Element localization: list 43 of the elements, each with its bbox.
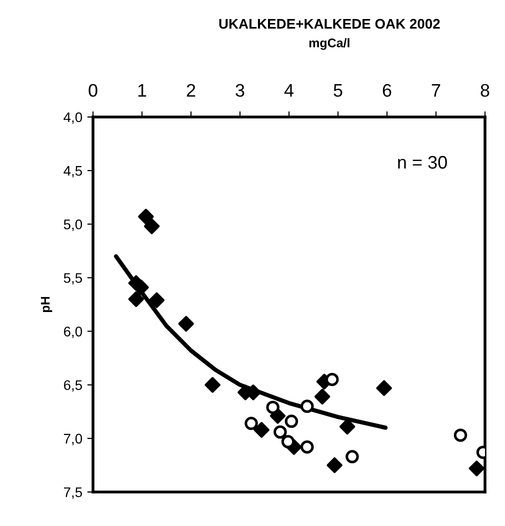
x-tick-label: 3 <box>236 84 244 97</box>
point <box>274 425 287 439</box>
point <box>314 388 330 404</box>
y-tick-label: 6,5 <box>64 380 82 392</box>
annotation: n = 30 <box>398 156 447 169</box>
x-tick-label: 6 <box>382 84 392 97</box>
x-tick-label: 2 <box>186 84 196 97</box>
point <box>346 450 359 464</box>
y-tick-label: 5,0 <box>64 219 82 231</box>
point <box>138 208 154 224</box>
point <box>454 428 468 442</box>
point <box>300 400 314 413</box>
point <box>144 218 160 234</box>
point <box>326 457 342 474</box>
chart-title: UKALKEDE+KALKEDE OAK 2002 <box>219 18 440 29</box>
x-tick-label: 1 <box>138 84 146 97</box>
y-tick-label: 4,0 <box>64 112 82 124</box>
y-axis-title: pH <box>40 297 52 312</box>
point <box>148 292 165 308</box>
point <box>376 380 392 396</box>
point <box>244 416 258 430</box>
point <box>178 316 194 332</box>
y-tick-label: 4,5 <box>64 166 82 178</box>
point <box>281 435 295 448</box>
x-tick-label: 8 <box>480 84 490 97</box>
x-tick-label: 4 <box>284 84 294 97</box>
point <box>468 460 485 476</box>
point <box>254 422 270 438</box>
point <box>128 291 144 307</box>
x-tick-label: 0 <box>88 84 98 97</box>
y-tick-label: 6,0 <box>64 326 82 338</box>
x-tick-label: 7 <box>432 84 440 97</box>
point <box>339 418 356 434</box>
y-tick-label: 7,0 <box>64 434 82 446</box>
y-tick-label: 5,5 <box>64 273 82 285</box>
point <box>266 400 280 414</box>
point <box>300 440 314 454</box>
point <box>325 372 339 386</box>
point <box>284 414 298 428</box>
x-axis-title: mgCa/l <box>309 38 350 50</box>
x-tick-label: 5 <box>334 84 342 97</box>
point <box>204 377 220 393</box>
y-tick-label: 7,5 <box>64 487 82 499</box>
